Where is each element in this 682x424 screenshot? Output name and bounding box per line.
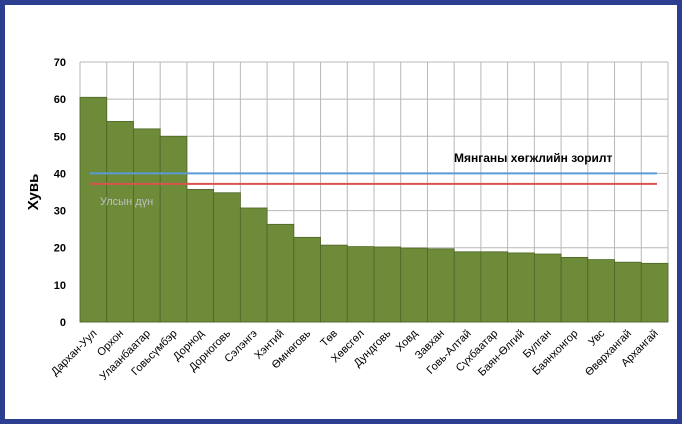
x-axis-labels: Дархан-УулОрхонУлаанбаатарГовьсүмбэрДорн… <box>49 327 661 383</box>
x-tick-label: Увс <box>586 327 607 348</box>
bars <box>79 96 669 323</box>
y-tick-label: 10 <box>54 280 66 292</box>
bar <box>614 261 642 323</box>
bar <box>373 246 402 323</box>
y-tick-label: 20 <box>54 243 66 255</box>
x-tick-label: Төв <box>318 328 340 350</box>
bar <box>213 192 241 323</box>
national-line-label: Улсын дүн <box>100 196 153 208</box>
y-tick-label: 70 <box>54 57 66 69</box>
bar <box>106 121 134 323</box>
bar <box>159 135 188 323</box>
bar <box>453 251 482 323</box>
y-tick-label: 50 <box>54 131 66 143</box>
bar <box>400 247 428 323</box>
bar <box>239 207 268 323</box>
bar <box>560 256 589 323</box>
bar <box>266 223 295 323</box>
y-tick-label: 60 <box>54 94 66 106</box>
reference-lines <box>90 172 657 185</box>
bar <box>427 248 455 323</box>
bar <box>79 96 108 323</box>
bar <box>346 246 375 323</box>
x-tick-label: Дархан-Уул <box>49 328 100 379</box>
y-tick-label: 30 <box>54 206 66 218</box>
y-axis-title: Хувь <box>25 174 42 211</box>
y-axis-ticks: 0 10 20 30 40 50 60 70 <box>54 57 66 329</box>
bar <box>133 128 161 323</box>
bar <box>480 251 509 323</box>
y-tick-label: 40 <box>54 168 66 180</box>
bar <box>507 252 535 323</box>
bar <box>293 236 321 323</box>
bar <box>320 244 348 323</box>
goal-line-label: Мянганы хөгжлийн зорилт <box>454 151 613 165</box>
bar <box>533 253 562 323</box>
y-tick-label: 0 <box>60 317 66 329</box>
bar <box>640 262 669 323</box>
bar <box>186 188 215 323</box>
bar <box>587 259 615 323</box>
